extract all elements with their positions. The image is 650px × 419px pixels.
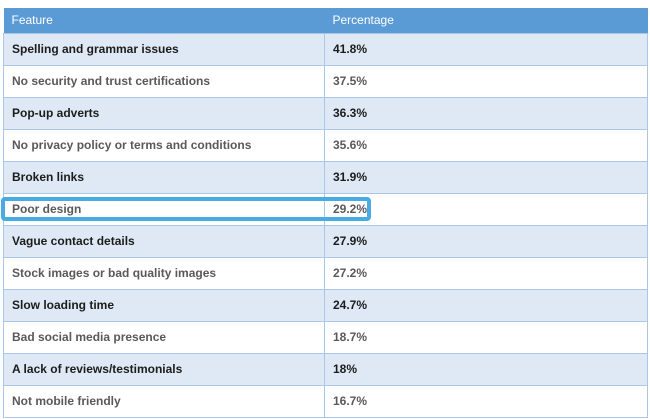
- feature-cell: Pop-up adverts: [3, 96, 325, 130]
- percentage-cell: 18%: [324, 352, 648, 386]
- table-row: Bad social media presence 18.7%: [3, 320, 648, 354]
- feature-cell: Not mobile friendly: [3, 384, 325, 418]
- feature-cell: No security and trust certifications: [3, 64, 325, 98]
- feature-cell: No privacy policy or terms and condition…: [3, 128, 325, 162]
- feature-cell: Broken links: [3, 160, 325, 194]
- table-row: Vague contact details 27.9%: [3, 224, 648, 258]
- percentage-cell: 16.7%: [324, 384, 648, 418]
- percentage-cell: 27.9%: [324, 224, 648, 258]
- table-row: No security and trust certifications 37.5…: [3, 64, 648, 98]
- table-row: Spelling and grammar issues 41.8%: [3, 32, 648, 66]
- percentage-cell: 41.8%: [324, 32, 648, 66]
- percentage-cell: 29.2%: [324, 192, 648, 226]
- table-row: A lack of reviews/testimonials 18%: [3, 352, 648, 386]
- feature-cell: Vague contact details: [3, 224, 325, 258]
- column-header-percentage: Percentage: [324, 8, 648, 33]
- feature-cell: Poor design: [3, 192, 325, 226]
- feature-percentage-table: Feature Percentage Spelling and grammar …: [3, 8, 648, 418]
- table-row: Not mobile friendly 16.7%: [3, 384, 648, 418]
- percentage-cell: 35.6%: [324, 128, 648, 162]
- feature-cell: Stock images or bad quality images: [3, 256, 325, 290]
- table-row: No privacy policy or terms and condition…: [3, 128, 648, 162]
- percentage-cell: 36.3%: [324, 96, 648, 130]
- table-row: Poor design 29.2%: [3, 192, 648, 226]
- feature-cell: Spelling and grammar issues: [3, 32, 325, 66]
- table-header-row: Feature Percentage: [3, 8, 648, 33]
- column-header-feature: Feature: [3, 8, 325, 33]
- table-row: Stock images or bad quality images 27.2%: [3, 256, 648, 290]
- percentage-cell: 37.5%: [324, 64, 648, 98]
- percentage-cell: 18.7%: [324, 320, 648, 354]
- table-row: Broken links 31.9%: [3, 160, 648, 194]
- feature-cell: Bad social media presence: [3, 320, 325, 354]
- percentage-cell: 24.7%: [324, 288, 648, 322]
- table-row: Slow loading time 24.7%: [3, 288, 648, 322]
- table-row: Pop-up adverts 36.3%: [3, 96, 648, 130]
- percentage-cell: 27.2%: [324, 256, 648, 290]
- feature-cell: A lack of reviews/testimonials: [3, 352, 325, 386]
- percentage-cell: 31.9%: [324, 160, 648, 194]
- feature-cell: Slow loading time: [3, 288, 325, 322]
